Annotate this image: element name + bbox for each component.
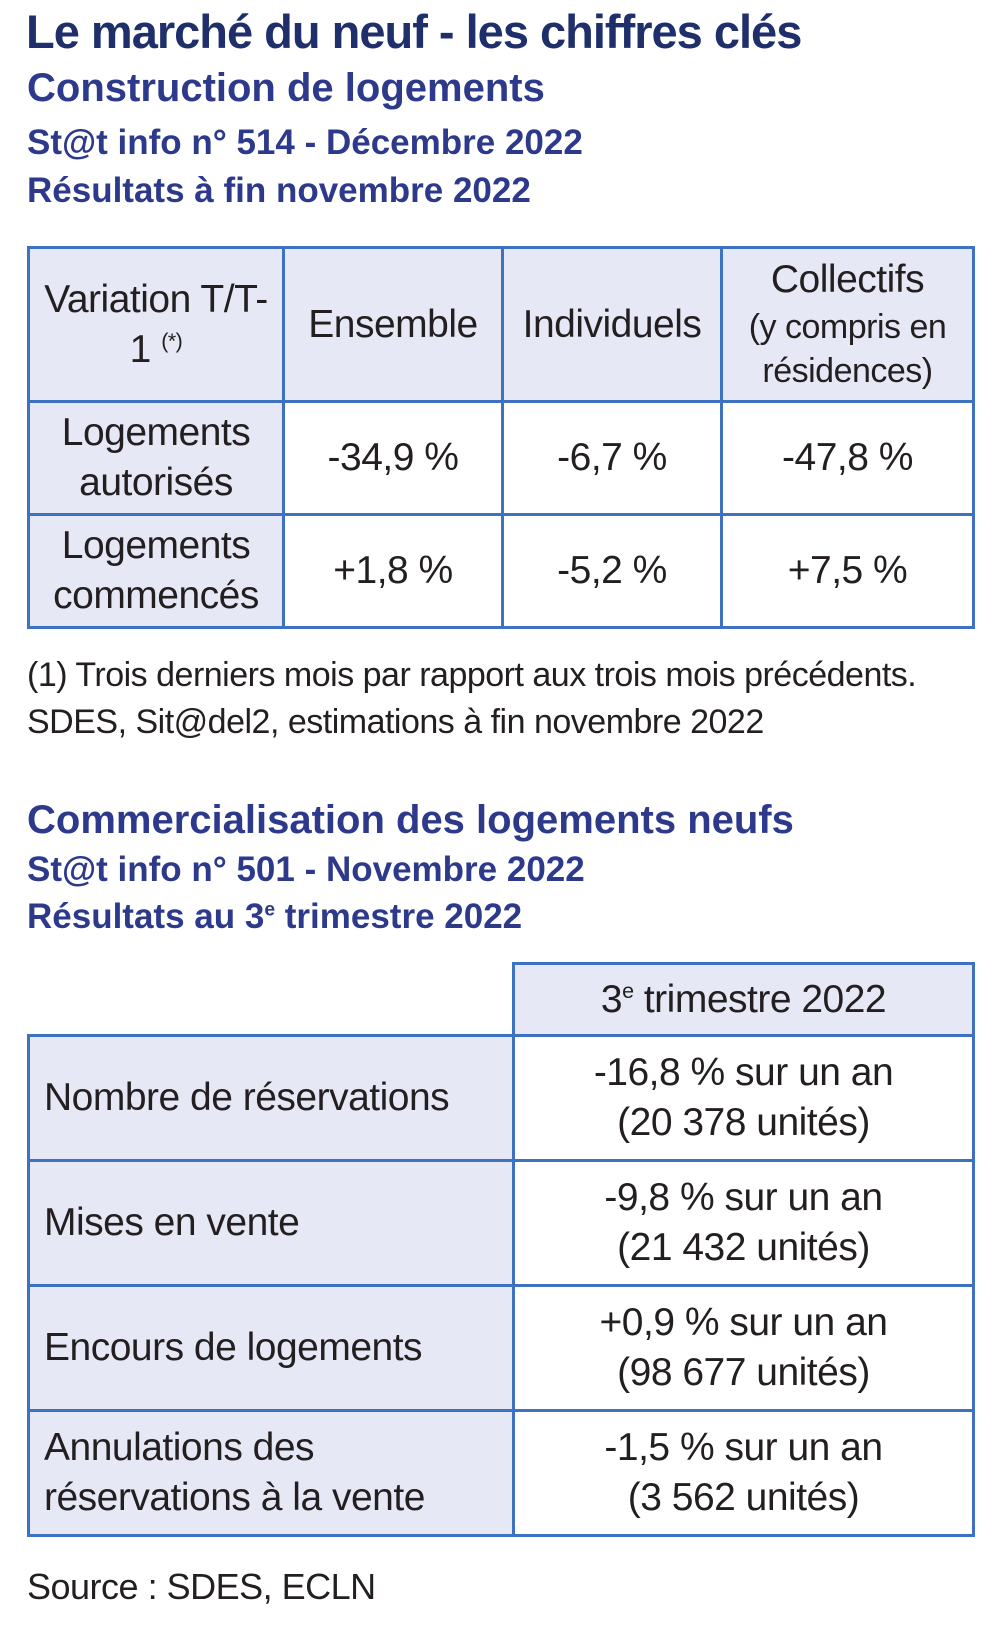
column-header: Collectifs (y compris en résidences) [720, 246, 975, 403]
footnote: (1) Trois derniers mois par rapport aux … [27, 656, 917, 694]
table-row: Mises en vente -9,8 % sur un an (21 432 un… [27, 1159, 975, 1287]
cell-line: -9,8 % sur un an [604, 1176, 883, 1220]
cell-line: (20 378 unités) [617, 1101, 870, 1144]
section-title: Construction de logements [27, 66, 545, 110]
cell-line: -1,5 % sur un an [604, 1426, 883, 1470]
cell-line: (98 677 unités) [617, 1351, 870, 1394]
cell-line: (3 562 unités) [627, 1476, 860, 1519]
footnote: SDES, Sit@del2, estimations à fin novemb… [27, 703, 764, 741]
section-ref: St@t info n° 514 - Décembre 2022 [27, 123, 583, 162]
cell: +7,5 % [720, 513, 975, 629]
section-title: Commercialisation des logements neufs [27, 798, 794, 842]
column-header: Ensemble [282, 246, 504, 403]
cell-line: +0,9 % sur un an [599, 1301, 888, 1345]
row-header: Nombre de réservations [27, 1034, 515, 1162]
cell: -5,2 % [501, 513, 723, 629]
row-header: Logements autorisés [27, 400, 285, 516]
commercialisation-table: 3e trimestre 2022 Nombre de réservations… [27, 962, 975, 1537]
column-header: Individuels [501, 246, 723, 403]
section-period: Résultats à fin novembre 2022 [27, 171, 531, 210]
column-text: 3 [600, 977, 623, 1021]
period-text: trimestre 2022 [275, 897, 523, 936]
section-period: Résultats au 3e trimestre 2022 [27, 897, 522, 937]
corner-cell: Variation T/T-1 (*) [27, 246, 285, 403]
page-title: Le marché du neuf - les chiffres clés [26, 5, 802, 58]
cell-line: -16,8 % sur un an [593, 1051, 894, 1095]
cell: -47,8 % [720, 400, 975, 516]
cell: -9,8 % sur un an (21 432 unités) [512, 1159, 975, 1287]
column-subtitle: (y compris en résidences) [748, 308, 947, 391]
table-row: Nombre de réservations -16,8 % sur un an (… [27, 1034, 975, 1162]
corner-text: Variation T/T-1 [44, 277, 268, 371]
column-header: 3e trimestre 2022 [512, 962, 975, 1037]
cell: -1,5 % sur un an (3 562 unités) [512, 1409, 975, 1537]
cell: +1,8 % [282, 513, 504, 629]
row-header: Mises en vente [27, 1159, 515, 1287]
column-sup: e [622, 978, 634, 1003]
source: Source : SDES, ECLN [27, 1566, 376, 1607]
column-title: Collectifs [770, 258, 925, 302]
period-text: Résultats au 3 [27, 897, 265, 936]
cell: -6,7 % [501, 400, 723, 516]
row-header: Annulations des réservations à la vente [27, 1409, 515, 1537]
construction-table: Variation T/T-1 (*) Ensemble Individuels… [27, 246, 975, 629]
section-ref: St@t info n° 501 - Novembre 2022 [27, 850, 585, 889]
table-body: Nombre de réservations -16,8 % sur un an (… [27, 1034, 975, 1537]
cell: -34,9 % [282, 400, 504, 516]
table-row: Annulations des réservations à la vente -… [27, 1409, 975, 1537]
column-text: trimestre 2022 [633, 977, 887, 1021]
row-header: Encours de logements [27, 1284, 515, 1412]
cell: -16,8 % sur un an (20 378 unités) [512, 1034, 975, 1162]
cell-line: (21 432 unités) [617, 1226, 870, 1269]
empty-cell [29, 964, 514, 1036]
row-header: Logements commencés [27, 513, 285, 629]
cell: +0,9 % sur un an (98 677 unités) [512, 1284, 975, 1412]
period-sup: e [264, 899, 276, 921]
table-row: Encours de logements +0,9 % sur un an (98 … [27, 1284, 975, 1412]
corner-note: (*) [161, 328, 183, 353]
